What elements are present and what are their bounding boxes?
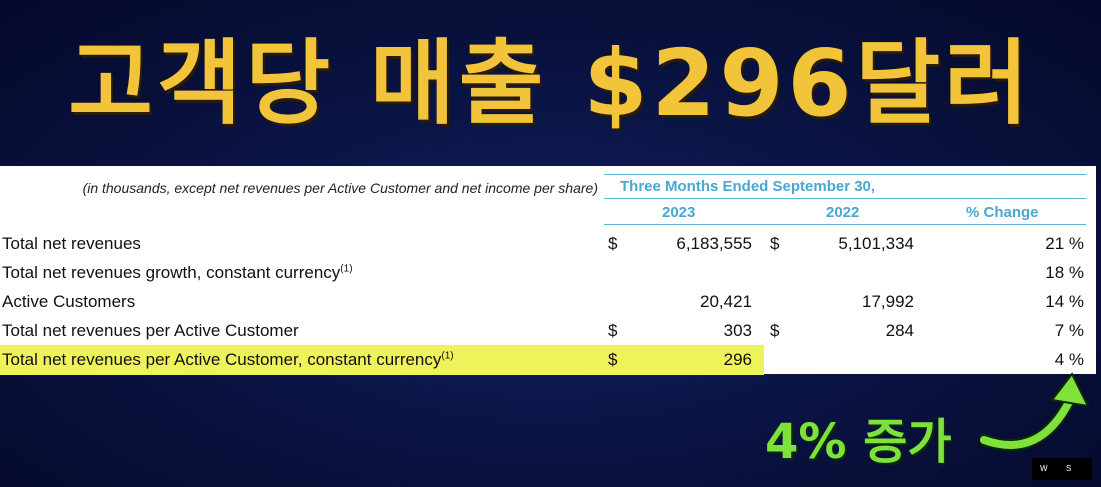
header-rule-mid: [604, 198, 1086, 199]
watermark-left: W: [1040, 464, 1048, 473]
col-header-2022: 2022: [826, 204, 860, 221]
value-2022: 17,992: [862, 292, 914, 311]
curved-arrow-icon: [980, 372, 1090, 451]
row-label: Total net revenues growth, constant curr…: [2, 263, 353, 282]
row-label: Total net revenues per Active Customer: [2, 321, 299, 340]
video-title: 고객당 매출 $296달러: [68, 30, 1033, 137]
table-row: Total net revenues per Active Customer $…: [0, 317, 1096, 346]
increase-annotation: 4% 증가: [765, 414, 952, 470]
table-row: Total net revenues growth, constant curr…: [0, 259, 1096, 288]
table-row: Total net revenues $ 6,183,555 $ 5,101,3…: [0, 230, 1096, 259]
period-header: Three Months Ended September 30,: [620, 178, 876, 195]
value-change: 18 %: [1045, 263, 1084, 282]
row-label: Active Customers: [2, 292, 136, 311]
row-label: Total net revenues: [2, 234, 141, 253]
value-change: 7 %: [1054, 321, 1084, 340]
financial-table: (in thousands, except net revenues per A…: [0, 166, 1096, 374]
value-2022: 284: [885, 321, 914, 340]
currency-2023: $: [608, 321, 618, 340]
value-change: 4 %: [1054, 350, 1084, 369]
value-2023: 20,421: [700, 292, 752, 311]
header-rule-top: [604, 174, 1086, 175]
table-row-highlighted: Total net revenues per Active Customer, …: [0, 346, 1096, 375]
col-header-2023: 2023: [662, 204, 696, 221]
header-rule-bottom: [604, 224, 1086, 225]
watermark-right: S: [1066, 464, 1072, 473]
value-2023: 303: [723, 321, 752, 340]
value-change: 14 %: [1045, 292, 1084, 311]
currency-2023: $: [608, 350, 618, 369]
value-2022: 5,101,334: [838, 234, 914, 253]
table-units-note: (in thousands, except net revenues per A…: [82, 180, 598, 196]
col-header-change: % Change: [966, 204, 1039, 221]
value-2023: 296: [723, 350, 752, 369]
currency-2022: $: [770, 321, 780, 340]
value-change: 21 %: [1045, 234, 1084, 253]
row-label: Total net revenues per Active Customer, …: [2, 350, 454, 369]
highlight-band: [0, 345, 764, 375]
table-row: Active Customers 20,421 17,992 14 %: [0, 288, 1096, 317]
currency-2022: $: [770, 234, 780, 253]
currency-2023: $: [608, 234, 618, 253]
channel-watermark: W S: [1032, 458, 1092, 480]
value-2023: 6,183,555: [676, 234, 752, 253]
